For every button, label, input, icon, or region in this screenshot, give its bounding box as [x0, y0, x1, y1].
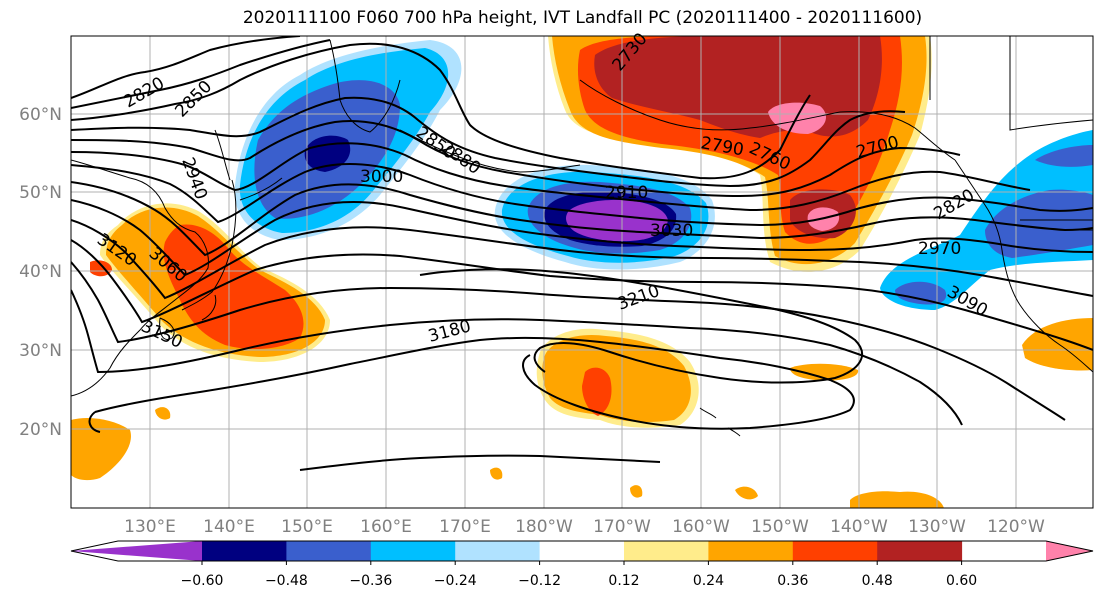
- lon-label: 160°E: [360, 517, 412, 537]
- lon-label: 180°W: [515, 517, 573, 537]
- lat-label: 20°N: [19, 420, 62, 440]
- lon-label: 120°W: [987, 517, 1045, 537]
- positive-anomaly-japan: [163, 224, 304, 350]
- negative-anomaly-wnp: [304, 135, 351, 172]
- colorbar-cell: [792, 541, 878, 561]
- colorbar-cell: [624, 541, 709, 561]
- positive-anomaly-subtropics: [850, 491, 944, 508]
- lat-label: 40°N: [19, 262, 62, 282]
- positive-anomaly-subtropics: [155, 407, 171, 420]
- negative-anomaly-cnp: [566, 199, 668, 242]
- contour-label: 3000: [360, 167, 403, 187]
- contour-label: 3030: [650, 221, 693, 241]
- contour-label: 2970: [918, 239, 961, 259]
- colorbar-tick-label: −0.60: [181, 573, 224, 589]
- colorbar-tick-label: −0.48: [265, 573, 308, 589]
- positive-anomaly-japan: [71, 418, 131, 481]
- colorbar-outline: [70, 540, 1094, 562]
- lat-label: 50°N: [19, 183, 62, 203]
- map-title: 2020111100 F060 700 hPa height, IVT Land…: [242, 8, 923, 28]
- colorbar-tick-label: −0.24: [434, 573, 477, 589]
- lon-label: 140°W: [830, 517, 888, 537]
- colorbar-tick-label: 0.24: [693, 573, 724, 589]
- positive-anomaly-subtropics: [630, 485, 643, 498]
- lon-label: 160°W: [672, 517, 730, 537]
- positive-anomaly-subtropics: [582, 367, 612, 416]
- contour-labels: 2820 2850 2850 2880 2730 2790 2760 2700 …: [93, 29, 991, 353]
- negative-anomaly-enp: [880, 130, 1093, 310]
- colorbar-cell: [539, 541, 625, 561]
- colorbar-cells: [71, 541, 1093, 561]
- height-contours: [71, 36, 1093, 471]
- positive-anomaly-subtropics: [735, 486, 758, 500]
- positive-anomaly-subtropics: [542, 334, 691, 423]
- colorbar-cell: [286, 541, 372, 561]
- colorbar-cell: [455, 541, 541, 561]
- latitude-labels: 60°N 50°N 40°N 30°N 20°N: [19, 105, 62, 440]
- colorbar-cell: [708, 541, 794, 561]
- negative-anomaly-enp: [985, 189, 1093, 258]
- colorbar-tick-label: 0.48: [862, 573, 893, 589]
- colorbar-ticks: −0.60 −0.48 −0.36 −0.24 −0.12 0.12 0.24 0.36 0.4…: [181, 561, 977, 589]
- lon-label: 130°W: [908, 517, 966, 537]
- colorbar-cell: [202, 541, 287, 561]
- lon-label: 150°W: [751, 517, 809, 537]
- map-frame: [70, 35, 1094, 509]
- lat-label: 60°N: [19, 105, 62, 125]
- colorbar-extend-min: [71, 541, 202, 561]
- lon-label: 130°E: [124, 517, 176, 537]
- colorbar-extend-max: [1046, 541, 1093, 561]
- colorbar-tick-label: 0.60: [946, 573, 977, 589]
- negative-anomaly-enp: [1035, 145, 1093, 167]
- lon-label: 150°E: [281, 517, 333, 537]
- contour-label: 2910: [605, 183, 648, 203]
- colorbar-cell: [877, 541, 963, 561]
- colorbar-tick-label: 0.36: [777, 573, 808, 589]
- asia-coastline: [71, 159, 209, 397]
- colorbar-tick-label: −0.12: [518, 573, 561, 589]
- lat-label: 30°N: [19, 341, 62, 361]
- colorbar-tick-label: −0.36: [349, 573, 392, 589]
- lon-label: 170°W: [593, 517, 651, 537]
- longitude-labels: 130°E 140°E 150°E 160°E 170°E 180°W 170°…: [124, 517, 1045, 537]
- colorbar-cell: [370, 541, 456, 561]
- colorbar: −0.60 −0.48 −0.36 −0.24 −0.12 0.12 0.24 0.36 0.4…: [70, 540, 1094, 589]
- aleutians: [399, 129, 581, 173]
- lon-label: 140°E: [203, 517, 255, 537]
- lon-label: 170°E: [439, 517, 491, 537]
- alaska-coastline: [579, 79, 956, 161]
- west-canada-borders: [929, 36, 1093, 231]
- positive-anomaly-subtropics: [490, 467, 503, 480]
- negative-anomaly-enp: [895, 281, 947, 305]
- colorbar-tick-label: 0.12: [608, 573, 639, 589]
- map-panel: 2820 2850 2850 2880 2730 2790 2760 2700 …: [70, 29, 1094, 509]
